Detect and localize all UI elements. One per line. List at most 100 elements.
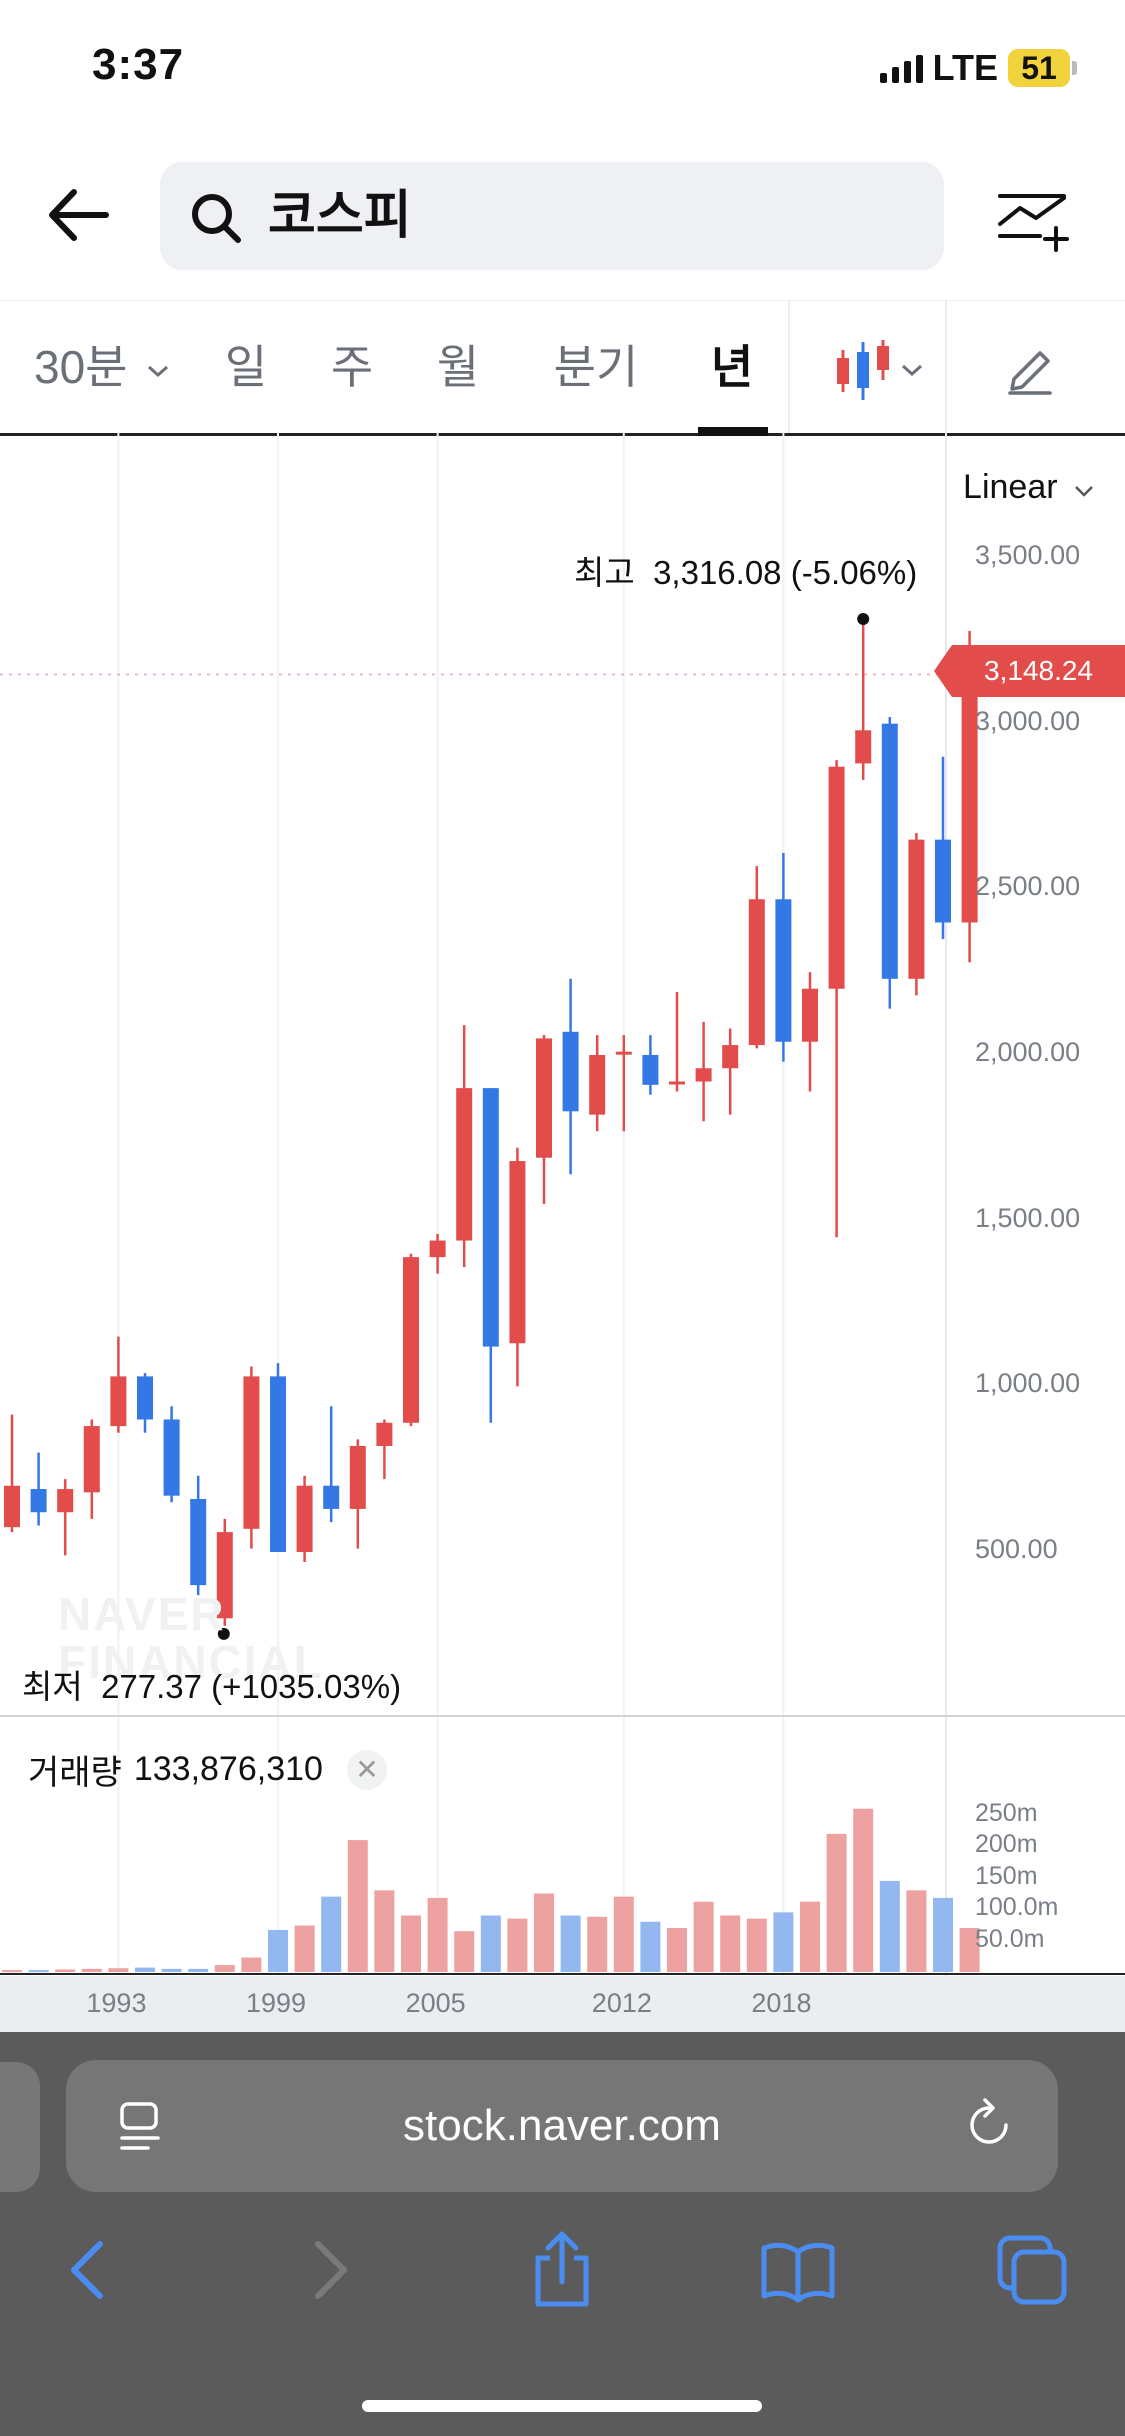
period-tabs: 30분 일 주 월 분기 년 (0, 300, 1125, 436)
time-tick-label: 2018 (751, 1988, 812, 2018)
reader-mode-icon[interactable] (114, 2098, 170, 2154)
candle-2001 (323, 1485, 340, 1509)
volume-bar-2012 (613, 1896, 634, 1972)
volume-bar-2009 (534, 1893, 554, 1972)
price-tick-label: 500.00 (975, 1534, 1058, 1564)
bookmarks-icon[interactable] (758, 2230, 838, 2310)
close-icon[interactable]: ✕ (346, 1749, 387, 1790)
candlestick-icon (837, 339, 922, 400)
volume-bar-2001 (321, 1896, 342, 1972)
scale-selector[interactable]: Linear (963, 468, 1095, 507)
candle-1993 (110, 1376, 127, 1427)
arrow-left-icon (49, 189, 109, 241)
candle-1995 (163, 1419, 180, 1496)
candle-2000 (296, 1485, 313, 1552)
volume-tick-label: 100.0m (975, 1893, 1059, 1922)
candle-2024 (935, 839, 951, 923)
tab-quarter[interactable]: 분기 (553, 341, 639, 393)
candle-2020 (828, 766, 845, 989)
volume-bar-2006 (454, 1931, 475, 1972)
search-input[interactable]: 코스피 (160, 162, 944, 270)
battery-icon: 51 (1008, 49, 1077, 87)
forward-arrow-icon[interactable] (290, 2230, 370, 2310)
price-tick-label: 2,000.00 (975, 1037, 1081, 1067)
chart-type-selector[interactable] (820, 301, 940, 433)
volume-bar-2005 (427, 1897, 448, 1972)
battery-level: 51 (1008, 49, 1070, 87)
time-tick-label: 2012 (591, 1988, 652, 2018)
price-tick-label: 3,000.00 (975, 705, 1081, 736)
candle-2003 (376, 1422, 393, 1446)
volume-bar-2010 (560, 1915, 581, 1972)
volume-bar-1994 (135, 1967, 155, 1972)
previous-tab-peek[interactable] (0, 2062, 40, 2192)
volume-bar-2025 (959, 1928, 980, 1972)
volume-tick-label: 250m (975, 1799, 1038, 1827)
search-icon (192, 194, 241, 243)
tab-30min[interactable]: 30분 (34, 301, 184, 433)
tab-year[interactable]: 년 (710, 341, 754, 393)
volume-bar-2015 (693, 1901, 714, 1972)
candle-1994 (137, 1376, 153, 1420)
volume-bar-2002 (347, 1840, 368, 1972)
back-arrow-icon[interactable] (48, 2230, 128, 2310)
candle-2016 (722, 1045, 739, 1069)
volume-bar-2011 (587, 1916, 608, 1972)
volume-tick-label: 150m (975, 1861, 1038, 1890)
chart-add-icon (998, 194, 1069, 252)
candle-1997 (216, 1532, 233, 1619)
volume-bar-2021 (853, 1808, 874, 1972)
candle-1996 (190, 1498, 207, 1586)
volume-bar-2007 (480, 1915, 501, 1972)
back-button[interactable] (44, 180, 124, 250)
tab-week[interactable]: 주 (330, 341, 374, 393)
address-bar[interactable]: stock.naver.com (66, 2060, 1058, 2192)
compare-chart-button[interactable] (994, 184, 1074, 254)
candle-2009 (536, 1038, 552, 1158)
tab-day[interactable]: 일 (224, 341, 268, 393)
volume-tick-label: 200m (975, 1830, 1038, 1859)
candle-2014 (669, 1081, 685, 1085)
volume-bar-2000 (294, 1925, 315, 1972)
candle-2019 (802, 988, 818, 1042)
volume-bar-2016 (720, 1915, 741, 1972)
volume-tick-label: 50.0m (975, 1924, 1045, 1953)
chevron-down-icon (1075, 486, 1093, 497)
price-tick-label: 3,500.00 (975, 540, 1081, 570)
volume-bar-2024 (933, 1897, 953, 1972)
share-icon[interactable] (522, 2230, 602, 2310)
volume-bar-2003 (374, 1890, 395, 1972)
volume-bar-2019 (800, 1901, 820, 1972)
time-axis: 1993 1999 2005 2012 2018 (0, 1976, 1125, 2032)
candle-2010 (562, 1031, 579, 1112)
volume-bar-2023 (906, 1890, 927, 1972)
tabs-icon[interactable] (992, 2230, 1072, 2310)
url-text: stock.naver.com (403, 2101, 721, 2150)
high-annotation: 최고 3,316.08 (-5.06%) (574, 554, 918, 591)
current-price-tag: 3,148.24 (934, 645, 1125, 697)
price-chart[interactable] (0, 432, 1125, 1976)
candle-2018 (775, 899, 792, 1042)
candle-2002 (349, 1445, 366, 1509)
volume-bar-1991 (55, 1969, 76, 1972)
candle-2008 (509, 1161, 526, 1344)
candle-2022 (881, 723, 898, 979)
volume-bar-1989 (2, 1970, 22, 1973)
candle-2011 (589, 1055, 606, 1115)
volume-bar-1995 (161, 1968, 182, 1972)
candle-2015 (695, 1068, 712, 1082)
low-marker (217, 1627, 230, 1640)
candle-2013 (642, 1055, 659, 1085)
reload-icon[interactable] (960, 2096, 1018, 2154)
status-time: 3:37 (92, 40, 185, 89)
candle-2004 (403, 1257, 419, 1423)
candle-2021 (855, 730, 872, 764)
candle-2007 (482, 1088, 499, 1347)
price-tick-label: 1,000.00 (975, 1368, 1081, 1399)
draw-tool-button[interactable] (990, 301, 1070, 433)
pencil-icon (1008, 351, 1052, 395)
tab-month[interactable]: 월 (436, 341, 480, 393)
volume-bar-2017 (746, 1918, 767, 1972)
volume-bar-2008 (507, 1918, 528, 1972)
time-tick-label: 1993 (86, 1988, 147, 2018)
